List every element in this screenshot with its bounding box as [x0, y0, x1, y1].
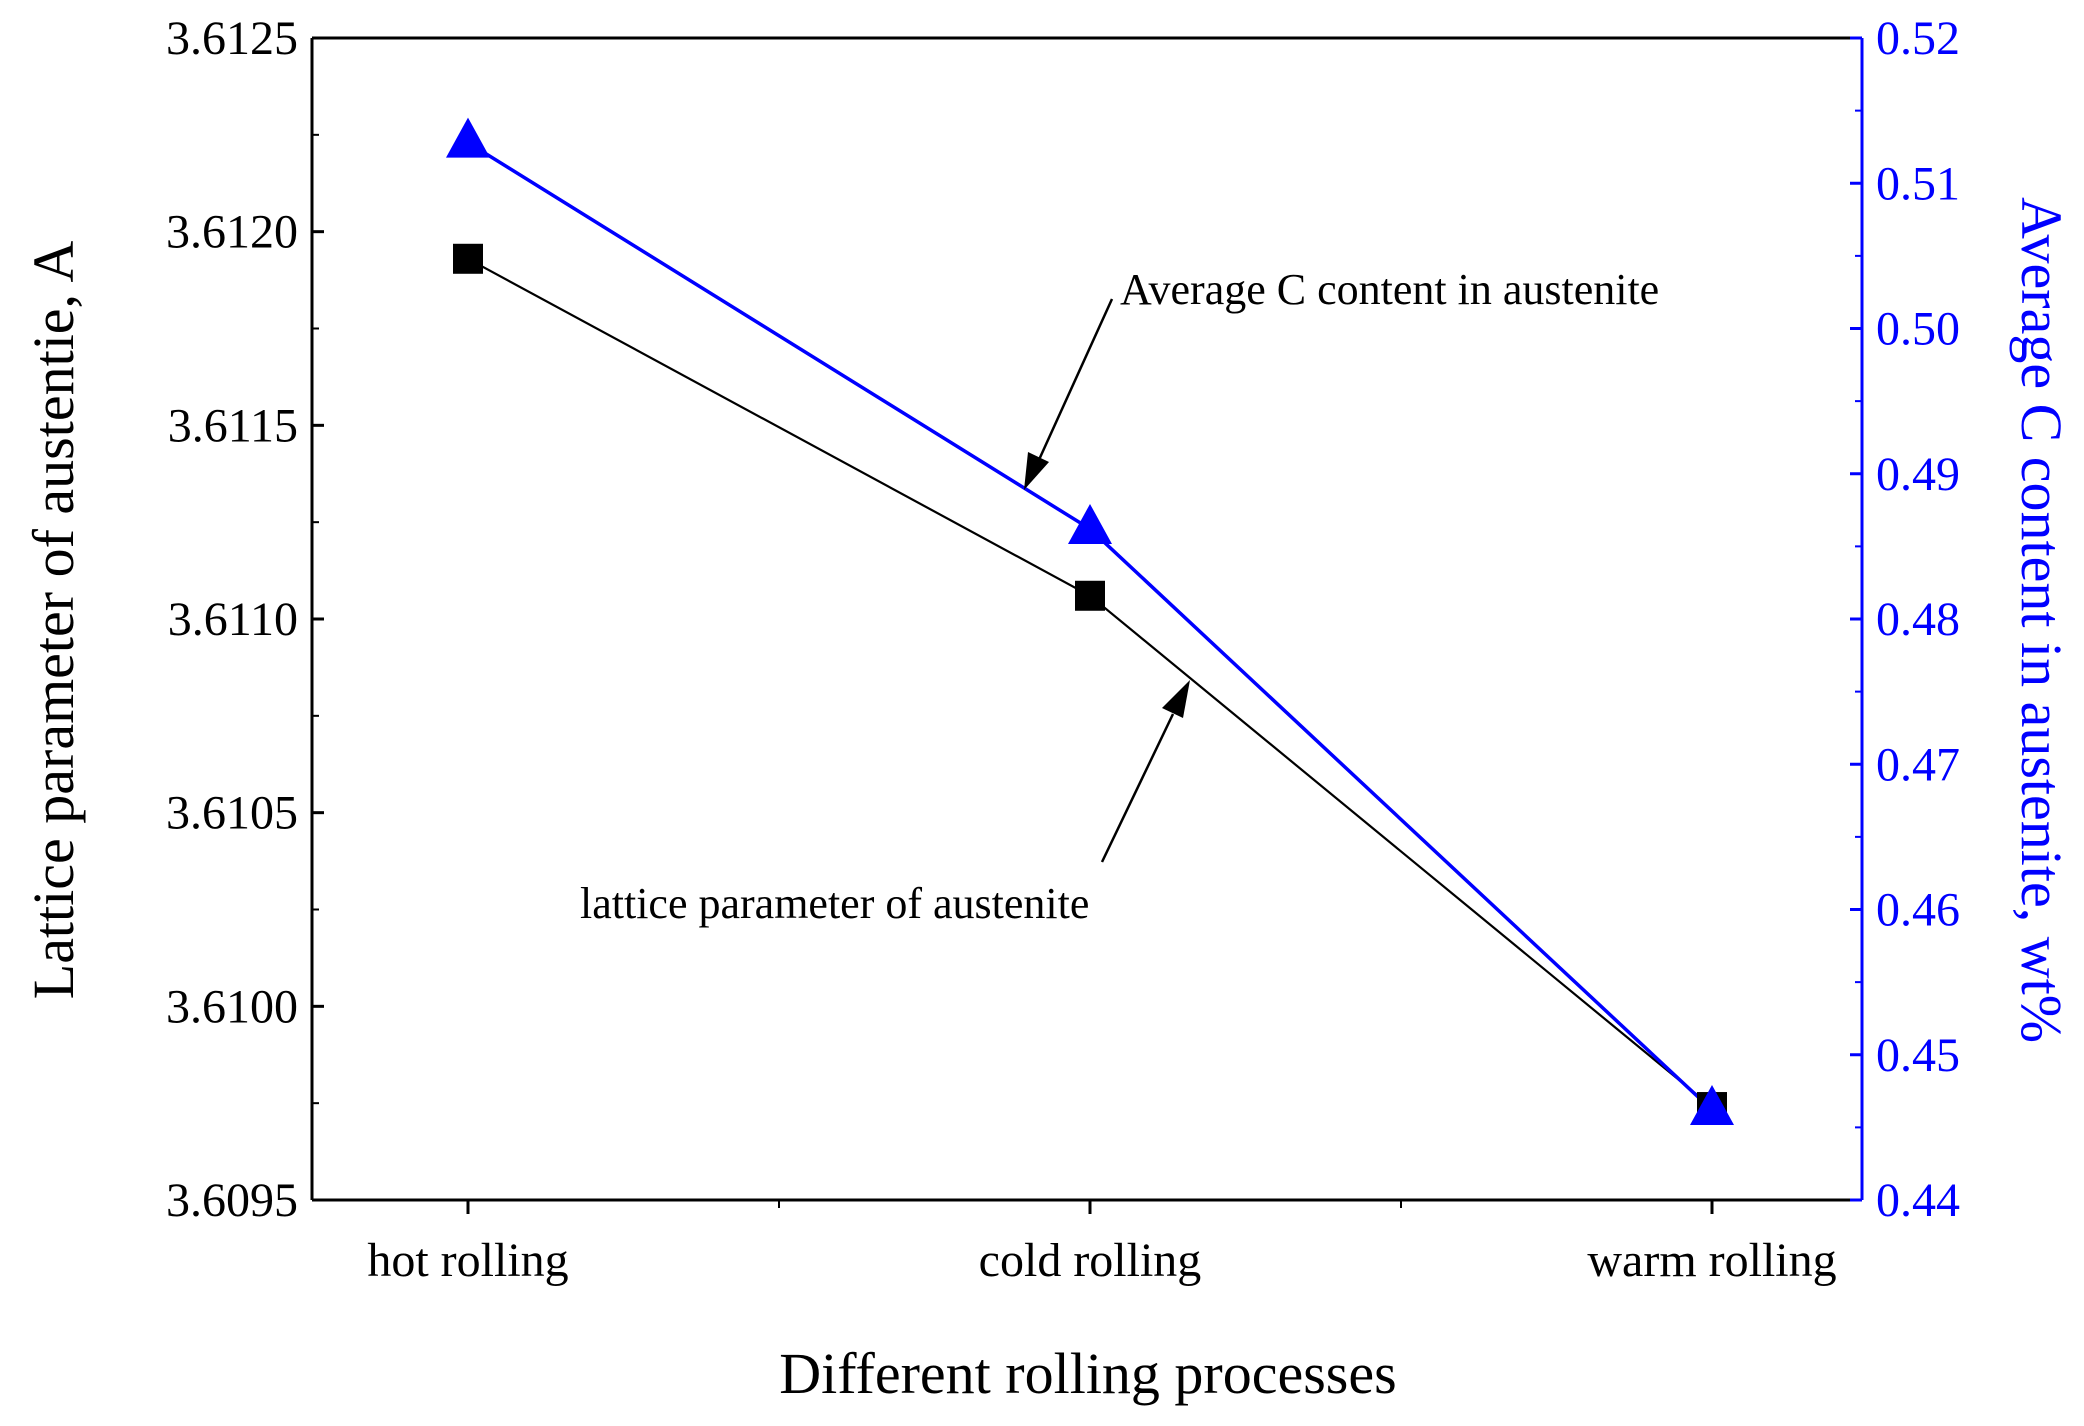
x-tick-label: warm rolling: [1587, 1234, 1836, 1287]
y-tick-label: 3.6115: [168, 399, 298, 452]
data-point-lattice: [1075, 580, 1105, 611]
data-point-c-content: [1068, 503, 1112, 544]
tick-labels: 3.6095 3.6100 3.6105 3.6110 3.6115 3.6120 3.61…: [166, 12, 1960, 1287]
annotation-lattice: lattice parameter of austenite: [580, 879, 1089, 928]
y-tick-label: 3.6120: [166, 206, 298, 259]
y-tick-label: 3.6095: [166, 1174, 298, 1227]
data-point-lattice: [453, 243, 483, 274]
x-tick-label: hot rolling: [367, 1234, 568, 1287]
y2-tick-label: 0.49: [1876, 448, 1960, 501]
x-axis-title: Different rolling processes: [779, 1341, 1396, 1406]
y2-tick-label: 0.48: [1876, 593, 1960, 646]
axis-titles: Different rolling processes Lattice para…: [21, 197, 2074, 1406]
data-point-c-content: [1690, 1084, 1734, 1125]
y2-tick-label: 0.50: [1876, 303, 1960, 356]
y2-tick-label: 0.44: [1876, 1174, 1960, 1227]
y2-tick-label: 0.52: [1876, 12, 1960, 65]
data-point-c-content: [446, 117, 490, 158]
y-tick-label: 3.6110: [168, 593, 298, 646]
ticks: [312, 36, 1862, 1214]
series-line-lattice: [467, 257, 1713, 1108]
annotation-arrowhead-lattice: [1162, 680, 1190, 718]
annotations: Average C content in austenite lattice p…: [580, 265, 1659, 928]
axes: [310, 36, 1864, 1202]
annotation-arrow-shaft-lattice: [1100, 713, 1175, 863]
series-markers: [446, 117, 1734, 1125]
y2-axis-title: Average C content in austenite, wt%: [2009, 197, 2074, 1043]
y-axis-title: Lattice parameter of austentie, A: [21, 241, 86, 1000]
y2-tick-label: 0.45: [1876, 1029, 1960, 1082]
x-tick-label: cold rolling: [979, 1234, 1202, 1287]
y2-tick-label: 0.51: [1876, 157, 1960, 210]
y2-tick-label: 0.47: [1876, 738, 1960, 791]
annotation-c-content: Average C content in austenite: [1120, 265, 1659, 314]
y-tick-label: 3.6100: [166, 980, 298, 1033]
y-tick-label: 3.6125: [166, 12, 298, 65]
y2-tick-label: 0.46: [1876, 884, 1960, 937]
annotation-arrowhead-c-content: [1024, 452, 1049, 490]
annotation-arrow-shaft-c-content: [1036, 298, 1114, 463]
y-tick-label: 3.6105: [166, 787, 298, 840]
